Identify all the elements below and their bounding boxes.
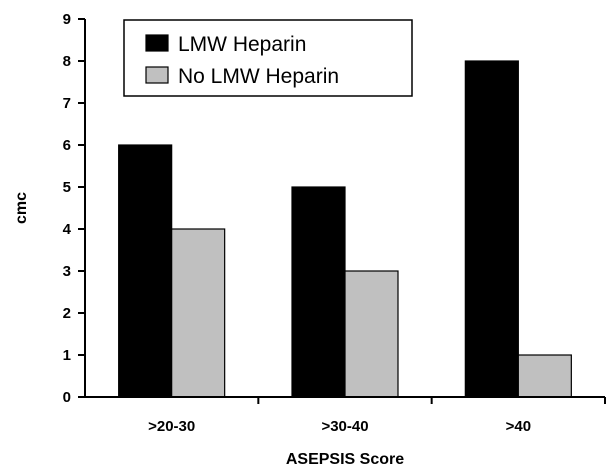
bars-group [118,60,572,398]
bar-lmw-heparin [291,186,346,398]
bar-lmw-heparin [118,144,173,398]
x-tick-label: >30-40 [321,418,368,435]
y-tick-label: 2 [63,305,71,322]
legend-box [123,19,413,97]
bar-no-lmw-heparin [517,354,572,398]
y-tick-label: 7 [63,95,71,112]
x-axis-title: ASEPSIS Score [286,451,404,468]
y-tick-label: 3 [63,263,71,280]
legend-swatch [145,66,169,84]
axes-group: 0 1 2 3 4 5 6 7 8 9 >20-30 >30-40 >40 [63,11,606,435]
legend-label: No LMW Heparin [178,65,339,88]
y-tick-label: 4 [63,221,72,238]
y-tick-label: 0 [63,389,71,406]
x-ticks: >20-30 >30-40 >40 [148,397,606,435]
x-tick-label: >40 [506,418,531,435]
legend-swatch [145,34,169,52]
bar-lmw-heparin [464,60,519,398]
y-ticks: 0 1 2 3 4 5 6 7 8 9 [63,11,85,406]
bar-no-lmw-heparin [171,228,226,398]
y-tick-label: 9 [63,11,71,28]
bar-no-lmw-heparin [344,270,399,398]
legend-label: LMW Heparin [178,33,306,56]
y-axis-title: cmc [13,192,30,224]
y-tick-label: 5 [63,179,71,196]
y-tick-label: 6 [63,137,71,154]
y-tick-label: 8 [63,53,71,70]
legend: LMW Heparin No LMW Heparin [123,19,413,97]
y-tick-label: 1 [63,347,71,364]
x-tick-label: >20-30 [148,418,195,435]
